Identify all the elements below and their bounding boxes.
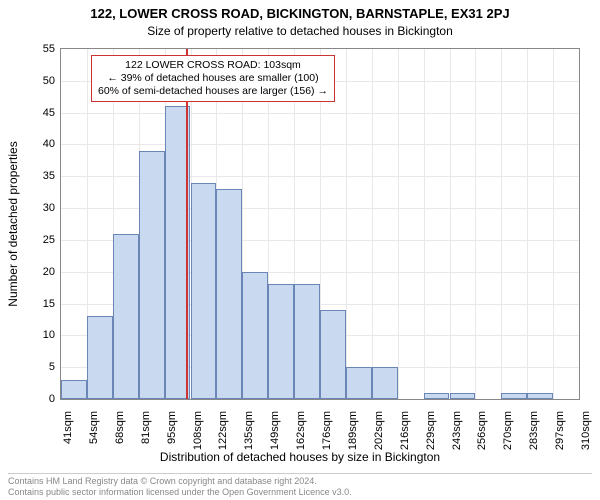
histogram-bar [139,151,165,399]
y-tick-label: 45 [0,107,55,119]
gridline-v [553,49,554,399]
y-tick-label: 55 [0,43,55,55]
histogram-bar [242,272,268,399]
footer-attribution: Contains HM Land Registry data © Crown c… [8,473,592,498]
gridline-v [346,49,347,399]
chart-title: 122, LOWER CROSS ROAD, BICKINGTON, BARNS… [0,6,600,21]
chart-container: 122, LOWER CROSS ROAD, BICKINGTON, BARNS… [0,0,600,500]
histogram-bar [346,367,372,399]
gridline-v [527,49,528,399]
y-tick-label: 10 [0,329,55,341]
y-tick-label: 35 [0,170,55,182]
annotation-box: 122 LOWER CROSS ROAD: 103sqm ← 39% of de… [91,55,335,102]
histogram-bar [61,380,87,399]
histogram-bar [268,284,294,399]
gridline-v [501,49,502,399]
y-tick-label: 40 [0,138,55,150]
annotation-line2: ← 39% of detached houses are smaller (10… [98,72,328,85]
y-tick-label: 25 [0,234,55,246]
histogram-bar [113,234,139,399]
plot-area: 122 LOWER CROSS ROAD: 103sqm ← 39% of de… [60,48,580,400]
histogram-bar [372,367,398,399]
gridline-v [424,49,425,399]
histogram-bar [527,393,553,399]
chart-subtitle: Size of property relative to detached ho… [0,24,600,38]
annotation-line3: 60% of semi-detached houses are larger (… [98,85,328,98]
x-axis-label: Distribution of detached houses by size … [0,450,600,464]
histogram-bar [424,393,450,399]
y-tick-label: 50 [0,75,55,87]
footer-line2: Contains public sector information licen… [8,487,592,498]
y-tick-label: 15 [0,298,55,310]
gridline-v [475,49,476,399]
histogram-bar [87,316,113,399]
annotation-line1: 122 LOWER CROSS ROAD: 103sqm [98,59,328,72]
y-tick-label: 5 [0,361,55,373]
y-tick-label: 30 [0,202,55,214]
y-tick-label: 0 [0,393,55,405]
histogram-bar [501,393,527,399]
gridline-v [398,49,399,399]
gridline-v [450,49,451,399]
histogram-bar [216,189,242,399]
histogram-bar [191,183,217,399]
histogram-bar [294,284,320,399]
histogram-bar [450,393,476,399]
gridline-v [372,49,373,399]
histogram-bar [320,310,346,399]
y-tick-label: 20 [0,266,55,278]
footer-line1: Contains HM Land Registry data © Crown c… [8,476,592,487]
